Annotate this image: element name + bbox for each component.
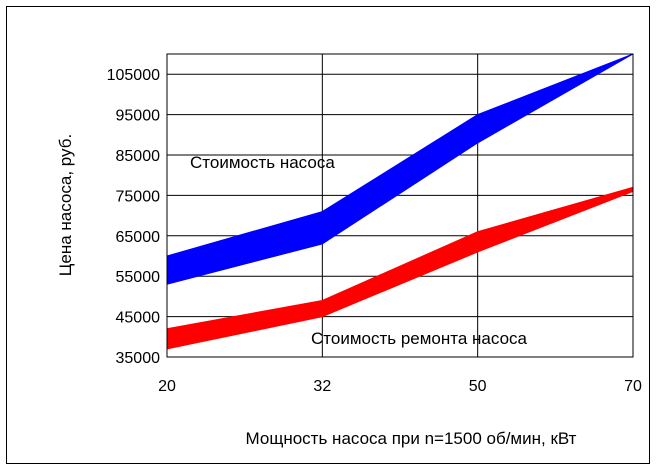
x-tick-label: 50 xyxy=(469,378,487,395)
y-axis-label: Цена насоса, руб. xyxy=(56,134,75,276)
x-axis-label: Мощность насоса при n=1500 об/мин, кВт xyxy=(246,429,577,448)
x-tick-label: 32 xyxy=(313,378,331,395)
y-tick-label: 105000 xyxy=(107,67,160,84)
series-label-repair-cost: Стоимость ремонта насоса xyxy=(311,329,528,348)
plot-area xyxy=(167,54,633,357)
x-tick-labels: 20 32 50 70 xyxy=(158,378,642,395)
series-band-1 xyxy=(166,53,634,285)
plot-border xyxy=(166,53,634,358)
y-tick-label: 55000 xyxy=(116,269,161,286)
y-tick-label: 35000 xyxy=(116,350,161,367)
chart-frame: 35000 45000 55000 65000 75000 85000 95000 10500… xyxy=(6,6,650,464)
y-tick-label: 75000 xyxy=(116,188,161,205)
y-tick-labels: 35000 45000 55000 65000 75000 85000 95000 10500… xyxy=(107,67,160,367)
x-tick-label: 20 xyxy=(158,378,176,395)
y-tick-label: 45000 xyxy=(116,310,161,327)
y-tick-label: 85000 xyxy=(116,148,161,165)
x-tick-label: 70 xyxy=(624,378,642,395)
chart-svg: 35000 45000 55000 65000 75000 85000 95000 10500… xyxy=(56,53,642,448)
y-tick-label: 95000 xyxy=(116,108,161,125)
series-label-pump-cost: Стоимость насоса xyxy=(190,153,335,172)
series-labels: Стоимость насоса Стоимость ремонта насоса xyxy=(190,153,528,348)
y-tick-label: 65000 xyxy=(116,229,161,246)
